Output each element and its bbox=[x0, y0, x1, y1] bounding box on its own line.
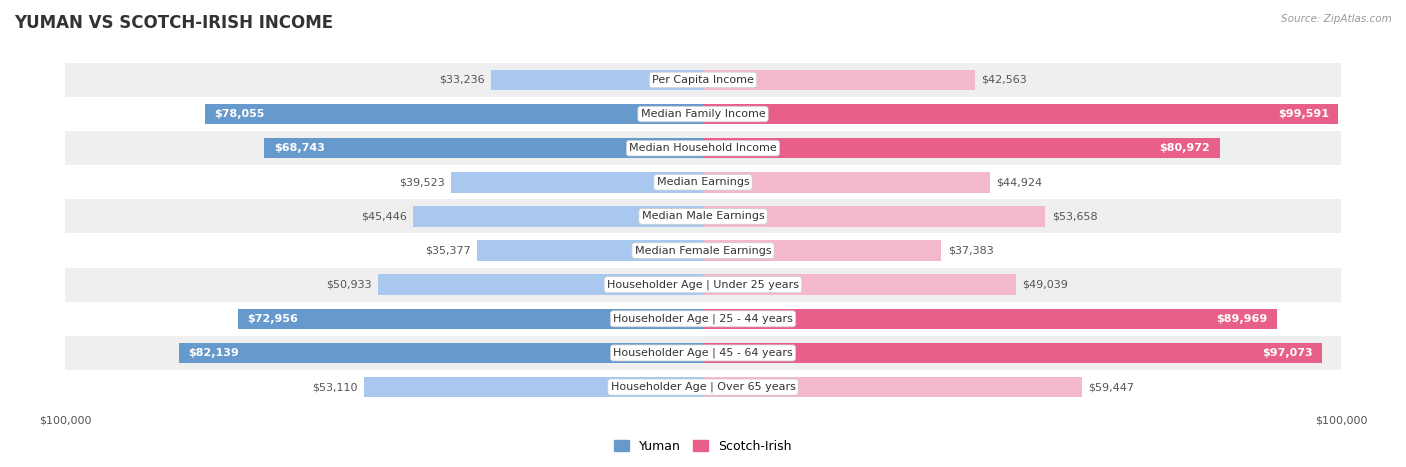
Text: $53,658: $53,658 bbox=[1052, 212, 1097, 221]
Text: Householder Age | Over 65 years: Householder Age | Over 65 years bbox=[610, 382, 796, 392]
Bar bbox=[65, 370, 1341, 404]
Text: $33,236: $33,236 bbox=[439, 75, 485, 85]
Text: $82,139: $82,139 bbox=[188, 348, 239, 358]
Text: Median Male Earnings: Median Male Earnings bbox=[641, 212, 765, 221]
Bar bbox=[65, 268, 1341, 302]
Bar bbox=[477, 241, 703, 261]
Bar bbox=[65, 97, 1341, 131]
Bar bbox=[491, 70, 703, 90]
Text: $89,969: $89,969 bbox=[1216, 314, 1267, 324]
Text: Per Capita Income: Per Capita Income bbox=[652, 75, 754, 85]
Text: $72,956: $72,956 bbox=[247, 314, 298, 324]
Bar bbox=[703, 172, 990, 192]
Bar bbox=[65, 302, 1341, 336]
Bar bbox=[703, 343, 1322, 363]
Text: $35,377: $35,377 bbox=[425, 246, 471, 255]
Bar bbox=[703, 309, 1277, 329]
Bar bbox=[65, 336, 1341, 370]
Bar bbox=[179, 343, 703, 363]
Legend: Yuman, Scotch-Irish: Yuman, Scotch-Irish bbox=[609, 435, 797, 458]
Bar bbox=[238, 309, 703, 329]
Text: $44,924: $44,924 bbox=[995, 177, 1042, 187]
Text: $42,563: $42,563 bbox=[981, 75, 1026, 85]
Text: $53,110: $53,110 bbox=[312, 382, 359, 392]
Bar bbox=[378, 275, 703, 295]
Bar bbox=[703, 206, 1045, 226]
Text: $80,972: $80,972 bbox=[1159, 143, 1211, 153]
Text: Householder Age | 45 - 64 years: Householder Age | 45 - 64 years bbox=[613, 348, 793, 358]
Bar bbox=[65, 234, 1341, 268]
Text: $68,743: $68,743 bbox=[274, 143, 325, 153]
Bar bbox=[703, 377, 1083, 397]
Bar bbox=[703, 275, 1015, 295]
Bar bbox=[703, 241, 942, 261]
Bar bbox=[703, 104, 1339, 124]
Bar bbox=[264, 138, 703, 158]
Bar bbox=[703, 70, 974, 90]
Text: $49,039: $49,039 bbox=[1022, 280, 1069, 290]
Text: $50,933: $50,933 bbox=[326, 280, 371, 290]
Text: $99,591: $99,591 bbox=[1278, 109, 1329, 119]
Text: $59,447: $59,447 bbox=[1088, 382, 1135, 392]
Text: Source: ZipAtlas.com: Source: ZipAtlas.com bbox=[1281, 14, 1392, 24]
Text: Householder Age | 25 - 44 years: Householder Age | 25 - 44 years bbox=[613, 313, 793, 324]
Text: $45,446: $45,446 bbox=[361, 212, 406, 221]
Text: Median Female Earnings: Median Female Earnings bbox=[634, 246, 772, 255]
Bar bbox=[451, 172, 703, 192]
Text: Median Household Income: Median Household Income bbox=[628, 143, 778, 153]
Bar bbox=[205, 104, 703, 124]
Text: $97,073: $97,073 bbox=[1263, 348, 1313, 358]
Bar bbox=[413, 206, 703, 226]
Bar bbox=[364, 377, 703, 397]
Text: $78,055: $78,055 bbox=[215, 109, 264, 119]
Bar bbox=[65, 131, 1341, 165]
Bar bbox=[703, 138, 1219, 158]
Text: Median Family Income: Median Family Income bbox=[641, 109, 765, 119]
Text: Householder Age | Under 25 years: Householder Age | Under 25 years bbox=[607, 279, 799, 290]
Text: $37,383: $37,383 bbox=[948, 246, 994, 255]
Bar bbox=[65, 165, 1341, 199]
Text: YUMAN VS SCOTCH-IRISH INCOME: YUMAN VS SCOTCH-IRISH INCOME bbox=[14, 14, 333, 32]
Text: $39,523: $39,523 bbox=[399, 177, 444, 187]
Bar bbox=[65, 199, 1341, 234]
Text: Median Earnings: Median Earnings bbox=[657, 177, 749, 187]
Bar bbox=[65, 63, 1341, 97]
